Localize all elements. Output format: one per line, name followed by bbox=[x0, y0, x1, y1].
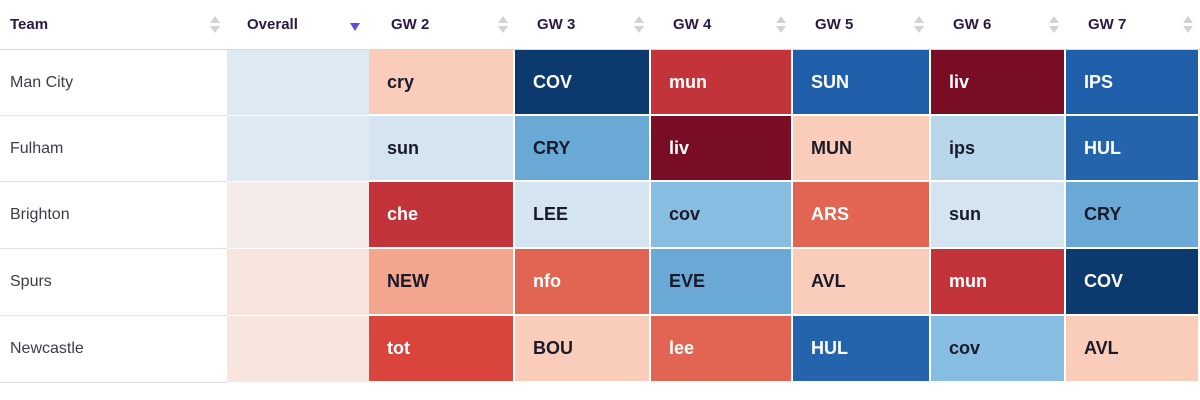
fixture-cell: mun bbox=[931, 249, 1066, 316]
fixture-cell: mun bbox=[651, 50, 793, 116]
fixture-cell: AVL bbox=[1066, 316, 1200, 383]
column-header-label: GW 6 bbox=[953, 16, 992, 33]
column-header-gw[interactable]: GW 4 bbox=[651, 0, 793, 50]
column-header-label: Team bbox=[10, 16, 49, 33]
column-header-label: GW 2 bbox=[391, 16, 430, 33]
fixture-cell: COV bbox=[1066, 249, 1200, 316]
fixture-cell: ips bbox=[931, 116, 1066, 182]
overall-difficulty-cell bbox=[227, 316, 369, 383]
fixture-cell: tot bbox=[369, 316, 515, 383]
fixture-cell: liv bbox=[931, 50, 1066, 116]
fixture-cell: HUL bbox=[1066, 116, 1200, 182]
sort-descending-icon[interactable] bbox=[350, 23, 360, 31]
fixture-cell: CRY bbox=[515, 116, 651, 182]
column-header-label: Overall bbox=[247, 16, 298, 33]
team-name: Man City bbox=[0, 50, 227, 116]
column-header-label: GW 7 bbox=[1088, 16, 1127, 33]
overall-difficulty-cell bbox=[227, 249, 369, 316]
fixture-cell: BOU bbox=[515, 316, 651, 383]
overall-difficulty-cell bbox=[227, 116, 369, 182]
fixture-cell: lee bbox=[651, 316, 793, 383]
sort-icon[interactable] bbox=[913, 15, 925, 35]
sort-icon[interactable] bbox=[633, 15, 645, 35]
fixture-cell: cov bbox=[931, 316, 1066, 383]
column-header-gw[interactable]: GW 7 bbox=[1066, 0, 1200, 50]
overall-difficulty-cell bbox=[227, 182, 369, 249]
fixture-cell: COV bbox=[515, 50, 651, 116]
sort-icon[interactable] bbox=[1182, 15, 1194, 35]
column-header-label: GW 3 bbox=[537, 16, 576, 33]
column-header-gw[interactable]: GW 3 bbox=[515, 0, 651, 50]
column-header-gw[interactable]: GW 5 bbox=[793, 0, 931, 50]
fixture-cell: CRY bbox=[1066, 182, 1200, 249]
fixture-cell: NEW bbox=[369, 249, 515, 316]
fixture-cell: HUL bbox=[793, 316, 931, 383]
fixture-cell: IPS bbox=[1066, 50, 1200, 116]
fixture-cell: nfo bbox=[515, 249, 651, 316]
fixture-cell: sun bbox=[931, 182, 1066, 249]
fixture-cell: cry bbox=[369, 50, 515, 116]
team-name: Newcastle bbox=[0, 316, 227, 383]
fixture-cell: che bbox=[369, 182, 515, 249]
fixture-cell: sun bbox=[369, 116, 515, 182]
team-name: Brighton bbox=[0, 182, 227, 249]
column-header-overall[interactable]: Overall bbox=[227, 0, 369, 50]
fixture-cell: ARS bbox=[793, 182, 931, 249]
fixture-cell: MUN bbox=[793, 116, 931, 182]
fixture-difficulty-table: Team Overall GW 2 GW 3 GW 4 GW 5 GW 6 GW… bbox=[0, 0, 1200, 383]
fixture-cell: AVL bbox=[793, 249, 931, 316]
fixture-cell: LEE bbox=[515, 182, 651, 249]
column-header-label: GW 5 bbox=[815, 16, 854, 33]
sort-icon[interactable] bbox=[209, 15, 221, 35]
sort-icon[interactable] bbox=[1048, 15, 1060, 35]
column-header-label: GW 4 bbox=[673, 16, 712, 33]
column-header-gw[interactable]: GW 2 bbox=[369, 0, 515, 50]
fixture-cell: SUN bbox=[793, 50, 931, 116]
sort-icon[interactable] bbox=[775, 15, 787, 35]
column-header-team[interactable]: Team bbox=[0, 0, 227, 50]
overall-difficulty-cell bbox=[227, 50, 369, 116]
sort-icon[interactable] bbox=[497, 15, 509, 35]
fixture-cell: cov bbox=[651, 182, 793, 249]
column-header-gw[interactable]: GW 6 bbox=[931, 0, 1066, 50]
team-name: Fulham bbox=[0, 116, 227, 182]
team-name: Spurs bbox=[0, 249, 227, 316]
fixture-cell: EVE bbox=[651, 249, 793, 316]
fixture-cell: liv bbox=[651, 116, 793, 182]
